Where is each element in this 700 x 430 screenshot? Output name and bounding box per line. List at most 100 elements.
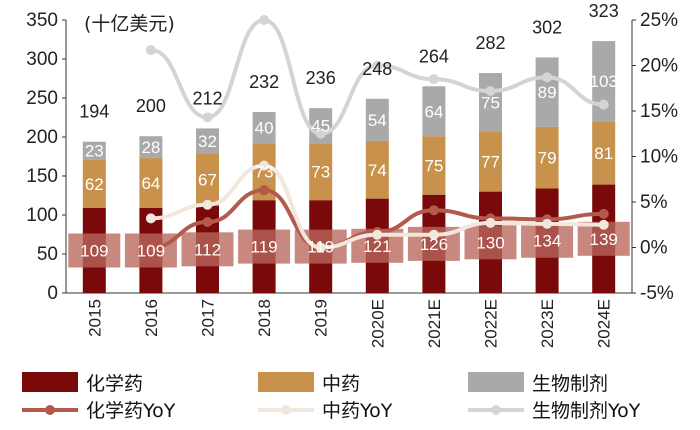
y-tick-label: 300	[26, 49, 58, 70]
total-label: 200	[136, 96, 166, 116]
bar-segment	[479, 131, 502, 192]
segment-value-label: 62	[85, 175, 104, 194]
x-tick-label: 2022E	[482, 299, 501, 348]
legend-label: 化学药YoY	[86, 400, 176, 422]
bar-segment	[422, 136, 446, 195]
bars-group	[82, 41, 616, 293]
segment-value-label: 130	[476, 233, 504, 252]
segment-value-label: 134	[533, 232, 561, 251]
segment-value-label: 109	[80, 241, 108, 260]
x-tick-label: 2017	[199, 299, 218, 337]
total-label: 302	[532, 17, 562, 37]
y2-tick-label: 20%	[640, 56, 678, 77]
y-tick-label: 250	[26, 88, 58, 109]
y2-tick-label: 0%	[640, 238, 668, 259]
yoy-marker	[259, 15, 270, 25]
segment-value-label: 126	[420, 235, 448, 254]
bar-segment	[252, 143, 276, 201]
segment-value-label: 139	[590, 230, 618, 249]
yoy-marker	[598, 219, 609, 230]
segment-value-label: 75	[424, 156, 443, 175]
x-tick-label: 2018	[255, 299, 274, 337]
yoy-marker	[485, 85, 496, 96]
legend-label: 生物制剂YoY	[532, 400, 641, 422]
segment-value-label: 64	[141, 174, 160, 193]
legend-label: 中药	[322, 373, 360, 395]
segment-value-label: 73	[311, 163, 330, 182]
highlight-box	[68, 233, 121, 268]
yoy-marker	[202, 199, 213, 210]
yoy-marker	[598, 208, 609, 219]
y-tick-label: 0	[47, 283, 58, 304]
yoy-marker	[372, 60, 383, 71]
bar-segment	[535, 126, 559, 189]
segment-value-label: 40	[255, 119, 274, 138]
segment-value-label: 73	[255, 163, 274, 182]
y-tick-label: 100	[26, 205, 58, 226]
yoy-marker	[372, 229, 383, 240]
yoy-marker	[428, 229, 439, 240]
segment-value-label: 67	[198, 171, 217, 190]
y-tick-label: 50	[37, 244, 58, 265]
y2-tick-label: 10%	[640, 147, 678, 168]
y2-tick-label: 5%	[640, 192, 668, 213]
x-tick-label: 2015	[85, 299, 104, 337]
legend-label: 化学药	[86, 373, 143, 395]
highlight-box	[521, 223, 574, 258]
x-tick-label: 2016	[142, 299, 161, 337]
total-label: 212	[192, 88, 222, 108]
yoy-marker	[145, 242, 156, 253]
bar-segment	[139, 136, 163, 159]
yoy-lines-group	[145, 15, 609, 253]
bar-segment	[82, 141, 106, 160]
legend-marker	[45, 405, 55, 415]
x-tick-label: 2021E	[425, 299, 444, 348]
highlight-box	[464, 225, 517, 260]
segment-value-label: 74	[368, 161, 387, 180]
y-tick-label: 350	[26, 10, 58, 31]
unit-label: (十亿美元)	[84, 13, 175, 35]
yoy-marker	[202, 112, 213, 123]
yoy-line	[150, 188, 604, 250]
segment-value-label: 23	[85, 142, 104, 161]
yoy-marker	[259, 185, 270, 196]
yoy-marker	[202, 217, 213, 228]
yoy-marker	[485, 217, 496, 228]
axes: 0 50 100 150 200 250 300 350 -5% 0% 5% 10% 15% 20% 25%…	[26, 10, 678, 348]
x-tick-label: 2019	[312, 299, 331, 337]
segment-value-label: 45	[311, 117, 330, 136]
legend-swatch	[468, 372, 524, 392]
yoy-marker	[145, 45, 156, 56]
bar-segment	[196, 128, 219, 154]
yoy-marker	[315, 242, 326, 253]
segment-value-label: 119	[307, 238, 334, 257]
yoy-marker	[315, 128, 326, 139]
segment-value-label: 81	[594, 144, 613, 163]
highlight-box	[181, 232, 234, 267]
legend-label: 中药YoY	[322, 400, 393, 422]
y2-tick-label: 15%	[640, 101, 678, 122]
segment-value-label: 109	[137, 241, 165, 260]
segment-value-label: 112	[194, 240, 221, 259]
yoy-marker	[542, 218, 553, 229]
total-label: 282	[475, 33, 505, 53]
bar-segment	[365, 98, 389, 141]
legend-label: 生物制剂	[532, 373, 608, 395]
total-label: 264	[419, 46, 449, 66]
yoy-marker	[598, 99, 609, 110]
bar-segment	[139, 158, 163, 208]
bar-segment	[592, 41, 616, 122]
segment-value-label: 32	[198, 132, 217, 151]
segment-value-label: 64	[424, 102, 443, 121]
yoy-line	[150, 163, 604, 250]
x-tick-label: 2023E	[538, 299, 557, 348]
bar-segment	[309, 143, 333, 201]
y-tick-label: 150	[26, 166, 58, 187]
total-label: 323	[589, 1, 619, 21]
total-label: 194	[79, 102, 109, 122]
total-label: 236	[306, 68, 336, 88]
bar-segment	[479, 73, 502, 132]
legend-marker	[281, 405, 291, 415]
